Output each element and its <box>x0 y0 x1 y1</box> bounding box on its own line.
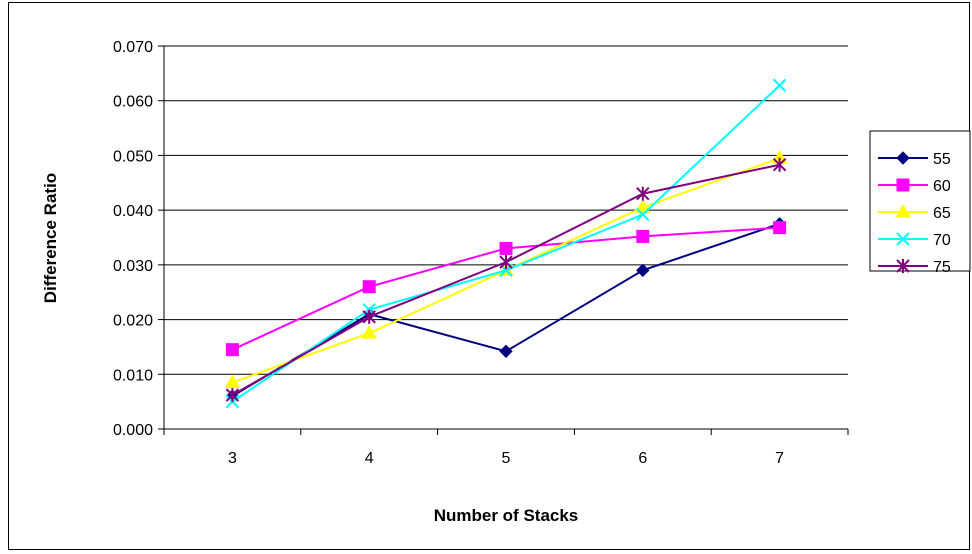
legend: 55 60 65 70 75 <box>869 130 971 276</box>
legend-marker <box>896 178 910 192</box>
series-75 <box>225 157 787 403</box>
series-line-75 <box>231 163 780 396</box>
data-point <box>499 344 513 359</box>
legend-box <box>869 130 971 272</box>
legend-marker <box>896 151 910 165</box>
y-tick-label: 0.030 <box>113 258 153 275</box>
data-point <box>636 229 650 243</box>
series-lines <box>224 78 788 409</box>
data-point <box>224 374 241 388</box>
data-point <box>634 199 651 213</box>
data-point <box>362 309 376 324</box>
legend-label: 70 <box>933 232 951 249</box>
x-tick-labels: 3 4 5 6 7 <box>228 450 784 467</box>
data-point <box>225 388 240 403</box>
x-axis-title: Number of Stacks <box>434 506 579 525</box>
legend-item-65: 65 <box>878 204 951 222</box>
x-tick-label: 3 <box>228 450 237 467</box>
y-axis-title: Difference Ratio <box>41 173 60 303</box>
legend-marker <box>895 204 911 218</box>
y-tick-label: 0.040 <box>113 203 153 220</box>
data-point <box>499 255 513 270</box>
axes <box>158 45 849 435</box>
y-tick-label: 0.060 <box>113 94 153 111</box>
data-point <box>772 78 787 93</box>
gridlines <box>164 45 848 375</box>
x-tick-label: 6 <box>638 450 647 467</box>
legend-label: 65 <box>933 205 951 222</box>
legend-label: 60 <box>933 178 951 195</box>
y-tick-label: 0.050 <box>113 148 153 165</box>
data-point <box>499 241 513 255</box>
series-60 <box>225 221 787 357</box>
y-tick-label: 0.020 <box>113 313 153 330</box>
legend-item-60: 60 <box>878 178 951 195</box>
data-point <box>225 343 239 357</box>
legend-item-55: 55 <box>878 151 951 168</box>
data-point <box>772 157 787 172</box>
legend-marker <box>896 232 910 246</box>
legend-label: 75 <box>933 259 951 276</box>
x-tick-label: 4 <box>365 450 374 467</box>
data-point <box>361 325 378 339</box>
legend-label: 55 <box>933 151 951 168</box>
data-point <box>773 221 787 235</box>
legend-item-70: 70 <box>878 232 951 249</box>
legend-marker <box>896 259 910 273</box>
data-point <box>636 207 650 222</box>
data-point <box>636 263 650 278</box>
x-tick-label: 7 <box>775 450 784 467</box>
y-tick-labels: 0.000 0.010 0.020 0.030 0.040 0.050 0.060 0.070 <box>113 39 153 439</box>
data-point <box>362 280 376 294</box>
legend-item-75: 75 <box>878 259 951 276</box>
y-tick-label: 0.010 <box>113 367 153 384</box>
x-tick-label: 5 <box>502 450 511 467</box>
y-tick-label: 0.070 <box>113 39 153 56</box>
data-point <box>636 186 650 201</box>
y-tick-label: 0.000 <box>113 422 153 439</box>
